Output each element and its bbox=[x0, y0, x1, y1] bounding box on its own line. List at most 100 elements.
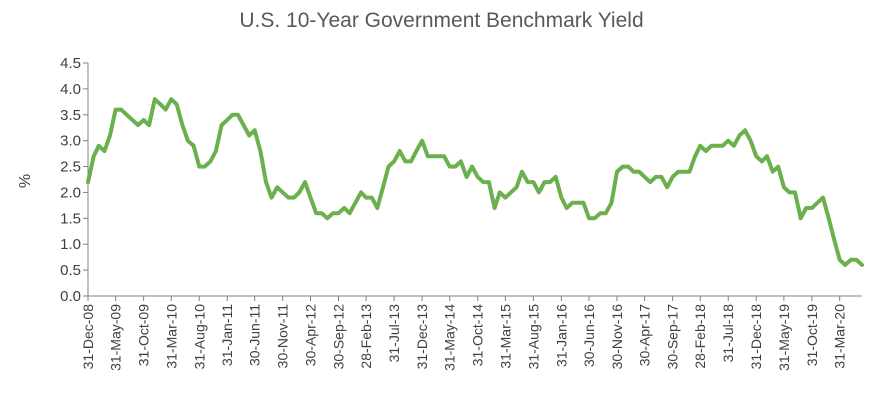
data-point bbox=[810, 206, 814, 210]
data-point bbox=[671, 175, 675, 179]
data-point bbox=[615, 170, 619, 174]
data-point bbox=[732, 144, 736, 148]
data-point bbox=[476, 175, 480, 179]
x-tick-label: 31-Oct-14 bbox=[470, 304, 486, 366]
data-point bbox=[827, 216, 831, 220]
data-point bbox=[721, 144, 725, 148]
data-point bbox=[676, 170, 680, 174]
data-point bbox=[370, 196, 374, 200]
data-point bbox=[102, 149, 107, 153]
y-tick-label: 0.5 bbox=[60, 262, 81, 279]
data-point bbox=[526, 180, 530, 184]
data-point bbox=[665, 185, 669, 189]
data-point bbox=[520, 170, 524, 174]
data-point bbox=[631, 170, 636, 174]
data-point bbox=[409, 159, 413, 163]
y-tick-label: 1.0 bbox=[60, 236, 81, 253]
data-point bbox=[453, 165, 457, 169]
data-point bbox=[531, 180, 536, 184]
x-tick-label: 30-Nov-16 bbox=[609, 304, 625, 370]
data-point bbox=[787, 190, 792, 194]
data-point bbox=[92, 154, 96, 158]
x-tick-label: 30-Apr-12 bbox=[303, 304, 319, 366]
y-tick-label: 3.0 bbox=[60, 133, 81, 150]
data-point bbox=[225, 118, 229, 122]
x-tick-label: 30-Nov-11 bbox=[275, 304, 291, 369]
chart-title: U.S. 10-Year Government Benchmark Yield bbox=[239, 9, 644, 32]
data-point bbox=[465, 175, 469, 179]
data-point bbox=[498, 190, 502, 194]
y-tick-label: 4.0 bbox=[60, 81, 81, 98]
x-tick-label: 31-Aug-15 bbox=[525, 304, 541, 370]
data-point bbox=[687, 170, 692, 174]
data-point bbox=[292, 196, 296, 200]
y-axis-label: % bbox=[17, 174, 34, 188]
data-point bbox=[275, 185, 279, 189]
data-point bbox=[286, 196, 290, 200]
x-tick-label: 31-Oct-09 bbox=[136, 304, 152, 366]
data-point bbox=[147, 123, 151, 127]
x-tick-label: 31-May-19 bbox=[776, 304, 792, 371]
data-point bbox=[487, 180, 491, 184]
data-point bbox=[581, 201, 586, 205]
data-point bbox=[414, 149, 418, 153]
data-point bbox=[403, 159, 407, 163]
data-point bbox=[136, 123, 140, 127]
y-tick-label: 4.5 bbox=[60, 55, 81, 72]
data-point bbox=[459, 159, 463, 163]
x-tick-label: 31-Oct-19 bbox=[804, 304, 820, 366]
data-point bbox=[442, 154, 446, 158]
data-point bbox=[754, 154, 758, 158]
data-point bbox=[598, 211, 602, 215]
x-tick-label: 30-Sep-17 bbox=[665, 304, 681, 370]
x-tick-label: 30-Apr-17 bbox=[637, 304, 653, 366]
y-tick-label: 0.0 bbox=[60, 288, 81, 305]
data-point bbox=[320, 211, 324, 215]
x-tick-label: 28-Feb-13 bbox=[358, 304, 374, 369]
data-point bbox=[236, 113, 240, 117]
x-tick-label: 30-Jun-16 bbox=[581, 304, 597, 367]
data-point bbox=[587, 216, 591, 220]
data-point bbox=[609, 201, 614, 205]
data-point bbox=[392, 159, 396, 163]
data-point bbox=[314, 211, 318, 215]
data-point bbox=[771, 170, 775, 174]
data-point bbox=[375, 206, 379, 210]
y-tick-label: 2.5 bbox=[60, 159, 81, 176]
data-point bbox=[743, 128, 747, 132]
data-point bbox=[230, 113, 234, 117]
data-point bbox=[180, 123, 184, 127]
x-tick-label: 31-Dec-18 bbox=[748, 304, 764, 370]
data-point bbox=[208, 159, 212, 163]
data-point bbox=[654, 175, 658, 179]
data-point bbox=[192, 144, 196, 148]
data-point bbox=[749, 139, 753, 143]
x-tick-label: 31-Jul-13 bbox=[386, 304, 402, 363]
data-point bbox=[849, 258, 853, 262]
data-point bbox=[331, 211, 335, 215]
data-point bbox=[698, 144, 702, 148]
x-tick-label: 31-Mar-20 bbox=[832, 304, 848, 369]
x-tick-label: 31-Mar-15 bbox=[497, 304, 513, 369]
data-point bbox=[815, 201, 820, 205]
x-tick-label: 31-Aug-10 bbox=[191, 304, 207, 370]
data-point bbox=[637, 170, 641, 174]
data-point bbox=[348, 211, 352, 215]
data-point bbox=[336, 211, 341, 215]
data-point bbox=[554, 175, 558, 179]
data-point bbox=[381, 185, 385, 189]
data-point bbox=[119, 108, 123, 112]
data-point bbox=[576, 201, 580, 205]
data-point bbox=[342, 206, 346, 210]
data-point bbox=[197, 165, 201, 169]
data-point bbox=[420, 139, 424, 143]
data-point bbox=[726, 139, 730, 143]
data-point bbox=[776, 165, 780, 169]
data-point bbox=[308, 196, 313, 200]
x-tick-label: 31-May-14 bbox=[442, 304, 458, 371]
x-tick-label: 28-Feb-18 bbox=[692, 304, 708, 369]
data-point bbox=[114, 108, 118, 112]
x-tick-label: 31-Mar-10 bbox=[163, 304, 179, 369]
data-point bbox=[431, 154, 435, 158]
